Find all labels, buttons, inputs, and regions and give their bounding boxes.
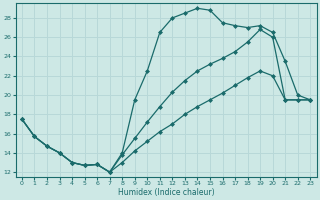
X-axis label: Humidex (Indice chaleur): Humidex (Indice chaleur) bbox=[118, 188, 214, 197]
